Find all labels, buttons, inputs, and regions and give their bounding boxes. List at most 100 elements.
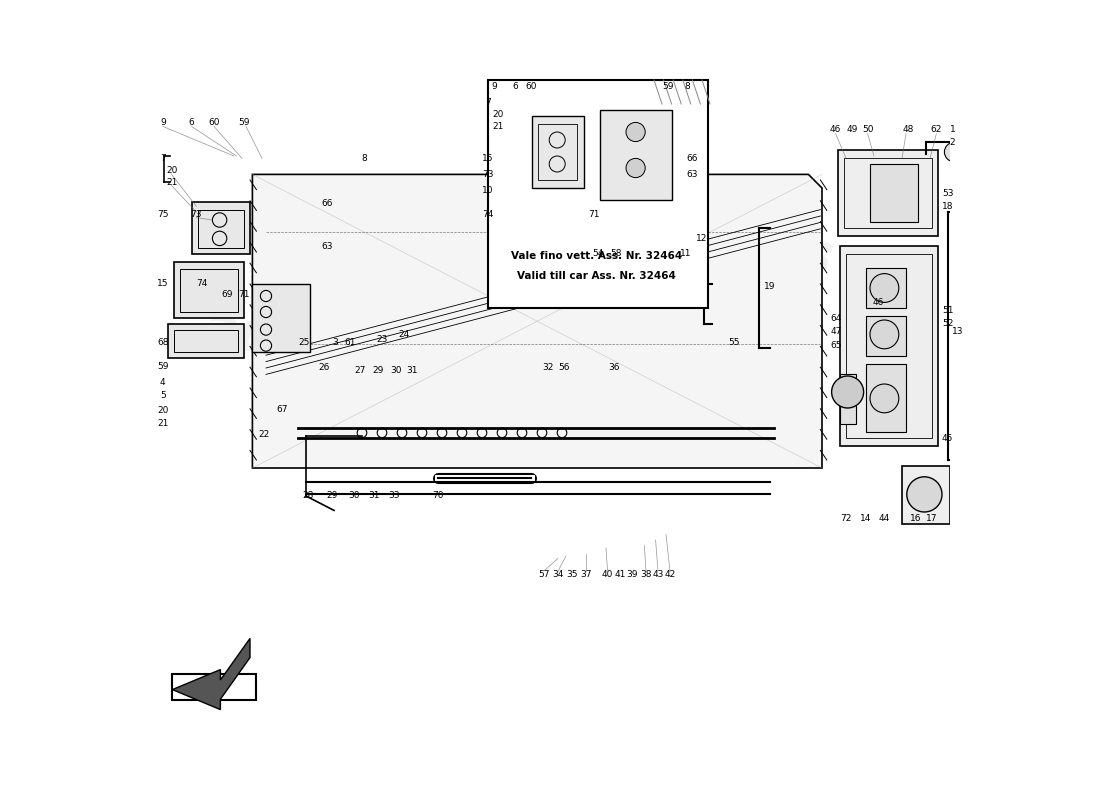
- Text: 34: 34: [552, 570, 563, 579]
- Circle shape: [626, 158, 646, 178]
- Text: 48: 48: [903, 125, 914, 134]
- Text: 67: 67: [276, 405, 288, 414]
- Text: 23: 23: [376, 335, 387, 345]
- Text: 9: 9: [491, 82, 497, 91]
- Text: 40: 40: [602, 570, 614, 579]
- FancyBboxPatch shape: [902, 466, 950, 524]
- Text: 29: 29: [327, 491, 338, 501]
- Text: 63: 63: [322, 242, 333, 251]
- Text: 27: 27: [354, 366, 365, 375]
- Text: 20: 20: [157, 406, 168, 415]
- FancyBboxPatch shape: [866, 316, 906, 356]
- Text: 50: 50: [862, 125, 874, 134]
- Text: 53: 53: [942, 189, 954, 198]
- Text: 7: 7: [485, 98, 491, 107]
- Text: 35: 35: [565, 570, 578, 579]
- FancyBboxPatch shape: [600, 110, 672, 200]
- Text: 60: 60: [208, 118, 220, 127]
- Text: 43: 43: [652, 570, 663, 579]
- Text: 33: 33: [388, 491, 399, 501]
- Text: 25: 25: [299, 338, 310, 347]
- Text: 42: 42: [664, 570, 675, 579]
- Text: 3: 3: [332, 338, 339, 347]
- Text: 20: 20: [166, 166, 177, 175]
- Text: 71: 71: [588, 210, 600, 219]
- Text: 71: 71: [239, 290, 250, 299]
- Text: 1: 1: [949, 125, 955, 134]
- Text: 72: 72: [840, 514, 851, 523]
- Text: Valid till car Ass. Nr. 32464: Valid till car Ass. Nr. 32464: [517, 271, 675, 281]
- Text: 59: 59: [239, 118, 250, 127]
- Circle shape: [906, 477, 942, 512]
- Text: 17: 17: [926, 514, 937, 523]
- Text: 26: 26: [319, 363, 330, 373]
- Text: 59: 59: [157, 362, 168, 371]
- Text: 2: 2: [949, 138, 955, 147]
- Text: 49: 49: [847, 125, 858, 134]
- Text: 56: 56: [559, 363, 570, 373]
- Text: 5: 5: [160, 391, 166, 401]
- Text: 65: 65: [830, 341, 843, 350]
- Text: 54: 54: [592, 249, 604, 258]
- Polygon shape: [252, 174, 822, 468]
- Circle shape: [870, 274, 899, 302]
- Text: 19: 19: [764, 282, 776, 291]
- Text: aurosparés: aurosparés: [502, 163, 838, 285]
- Text: 46: 46: [829, 125, 842, 134]
- Text: 28: 28: [302, 491, 315, 501]
- Circle shape: [870, 384, 899, 413]
- Text: 8: 8: [684, 82, 691, 91]
- Text: 74: 74: [482, 210, 493, 219]
- Text: 14: 14: [860, 514, 871, 523]
- Text: 30: 30: [349, 491, 360, 501]
- FancyBboxPatch shape: [870, 164, 918, 222]
- Text: 66: 66: [686, 154, 698, 163]
- Text: 12: 12: [696, 234, 707, 243]
- Text: 22: 22: [258, 430, 270, 439]
- Text: 51: 51: [942, 306, 954, 315]
- Text: 66: 66: [322, 199, 333, 209]
- FancyBboxPatch shape: [838, 150, 938, 236]
- Text: 7: 7: [160, 154, 166, 163]
- Text: 15: 15: [482, 154, 493, 163]
- Text: 73: 73: [482, 170, 493, 179]
- Text: 60: 60: [526, 82, 537, 91]
- Text: 39: 39: [627, 570, 638, 579]
- FancyBboxPatch shape: [531, 116, 584, 188]
- Text: 8: 8: [362, 154, 367, 163]
- Text: 46: 46: [872, 298, 883, 307]
- Text: 59: 59: [662, 82, 674, 91]
- Text: 44: 44: [879, 514, 890, 523]
- Text: 37: 37: [581, 570, 592, 579]
- Text: 62: 62: [931, 125, 942, 134]
- FancyBboxPatch shape: [839, 374, 856, 424]
- Text: 55: 55: [728, 338, 739, 347]
- Text: 21: 21: [166, 178, 177, 187]
- Text: 45: 45: [942, 434, 954, 443]
- FancyBboxPatch shape: [487, 80, 708, 308]
- FancyBboxPatch shape: [252, 284, 310, 352]
- Polygon shape: [173, 638, 250, 710]
- Text: 15: 15: [157, 279, 168, 289]
- Text: 57: 57: [538, 570, 549, 579]
- Text: 9: 9: [160, 118, 166, 127]
- FancyBboxPatch shape: [174, 262, 244, 318]
- Text: 18: 18: [942, 202, 954, 211]
- Text: 63: 63: [686, 170, 698, 179]
- Text: 64: 64: [830, 314, 843, 323]
- Circle shape: [870, 320, 899, 349]
- Text: 36: 36: [608, 363, 619, 373]
- Text: 73: 73: [190, 210, 202, 219]
- Text: 10: 10: [482, 186, 493, 195]
- Text: 74: 74: [196, 279, 208, 289]
- Text: Vale fino vett. Ass. Nr. 32464: Vale fino vett. Ass. Nr. 32464: [510, 251, 682, 261]
- Text: 21: 21: [493, 122, 504, 131]
- Circle shape: [626, 122, 646, 142]
- Text: 38: 38: [640, 570, 651, 579]
- Circle shape: [945, 142, 964, 162]
- Text: 52: 52: [942, 319, 954, 329]
- Text: 6: 6: [512, 82, 518, 91]
- Text: 4: 4: [160, 378, 166, 387]
- Circle shape: [832, 376, 864, 408]
- FancyBboxPatch shape: [866, 268, 906, 308]
